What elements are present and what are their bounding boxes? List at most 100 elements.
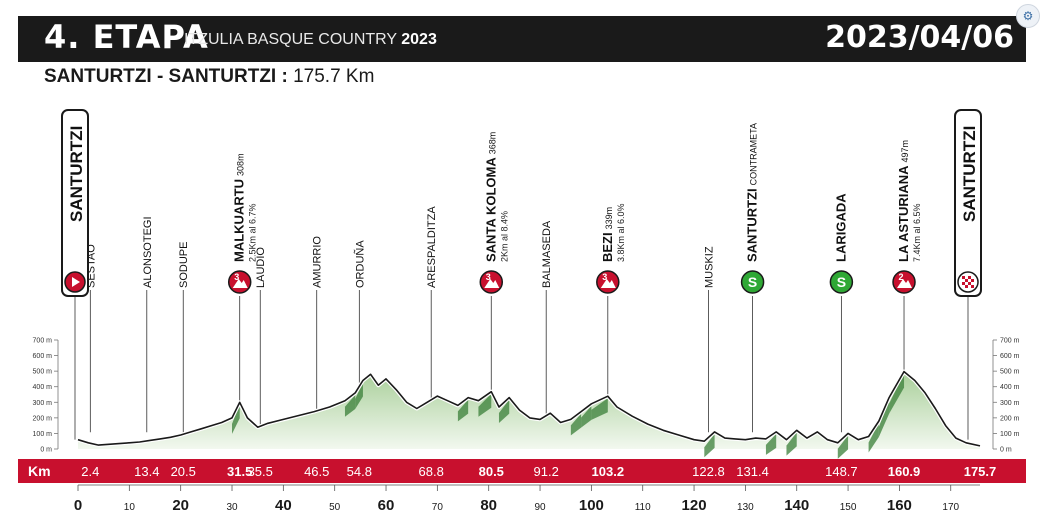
km-marker-label: 54.8	[347, 464, 372, 479]
climb-category-label: 3	[602, 272, 607, 282]
climb-slope	[868, 422, 879, 453]
place-name: MUSKIZ	[703, 246, 715, 288]
km-bar-background	[18, 459, 1026, 483]
checkered-flag-cell	[965, 279, 968, 282]
route-summary: SANTURTZI - SANTURTZI : 175.7 Km	[44, 66, 374, 88]
y-tick-label-left: 0 m	[40, 447, 52, 454]
climb-slope	[837, 435, 849, 459]
climb-detail: 2Km al 8.4%	[499, 211, 509, 262]
route-start: SANTURTZI	[44, 66, 152, 87]
x-tick-label: 110	[635, 502, 651, 513]
x-tick-label: 100	[579, 497, 604, 514]
km-marker-label: 13.4	[134, 464, 159, 479]
checkered-flag-cell	[965, 285, 968, 288]
place-name: ORDUÑA	[353, 240, 366, 288]
play-icon	[72, 277, 80, 287]
mountain-icon	[484, 279, 500, 288]
climb-slope	[889, 373, 905, 414]
place-label-group: ORDUÑA	[353, 240, 366, 288]
place-labels: SESTAO ALONSOTEGI SODUPEMALKUARTU308m2.5Km…	[61, 109, 982, 297]
stage-header: 4. ETAPA ITZULIA BASQUE COUNTRY 2023 202…	[18, 16, 1026, 62]
climb-slope	[878, 399, 890, 437]
route-distance: 175.7 Km	[293, 66, 375, 87]
place-label-group: BEZI339m 3.8Km al 6.0%	[600, 203, 626, 262]
km-marker-label: 175.7	[964, 464, 997, 479]
km-marker-label: 148.7	[825, 464, 858, 479]
place-label-group: SODUPE	[178, 242, 190, 288]
climb-slope	[581, 405, 592, 428]
y-tick-label-right: 100 m	[1000, 431, 1020, 438]
climb-category-label: 3	[234, 272, 239, 282]
place-name: ARESPALDITZA	[426, 206, 438, 288]
x-tick-label: 170	[942, 502, 959, 513]
x-tick-label: 60	[378, 497, 395, 514]
km-marker-label: 20.5	[171, 464, 196, 479]
checkered-flag-cell	[962, 282, 965, 285]
x-tick-label: 40	[275, 497, 292, 514]
mountain-icon	[897, 279, 913, 288]
race-label: ITZULIA BASQUE COUNTRY	[184, 31, 397, 48]
y-tick-label-right: 0 m	[1000, 447, 1012, 454]
place-name: BEZI339m	[600, 207, 615, 262]
x-tick-label: 30	[226, 502, 238, 513]
elevation-profile	[77, 369, 981, 459]
km-marker-label: 91.2	[534, 464, 559, 479]
x-tick-label: 70	[432, 502, 444, 513]
place-label-group: LARIGADA	[833, 193, 848, 262]
route-colon: :	[281, 66, 288, 87]
x-tick-label: 160	[887, 497, 912, 514]
x-tick-label: 0	[74, 497, 82, 514]
km-marker-label: 35.5	[248, 464, 273, 479]
checkered-flag-cell	[968, 276, 971, 279]
elevation-axes: 0 m 0 m 100 m 100 m 200 m 200 m 300 m 300 m 400 …	[33, 338, 1020, 454]
climb-slope	[457, 399, 469, 422]
y-tick-label-left: 400 m	[33, 384, 53, 391]
climb-slope	[355, 382, 363, 409]
place-name: LARIGADA	[833, 193, 848, 262]
climb-category-label: 2	[899, 272, 904, 282]
x-tick-label: 150	[840, 502, 857, 513]
x-tick-label: 50	[329, 502, 341, 513]
place-name: LAUDIO	[255, 247, 267, 288]
km-marker-label: 122.8	[692, 464, 725, 479]
place-label-group: ARESPALDITZA	[426, 206, 438, 288]
climb-slope	[786, 432, 797, 456]
sprint-icon	[829, 270, 854, 294]
km-marker-label: 2.4	[81, 464, 99, 479]
y-tick-label-left: 700 m	[33, 338, 53, 345]
km-marker-label: 46.5	[304, 464, 329, 479]
finish-panel	[954, 109, 982, 297]
climb-category-label: 3	[486, 272, 491, 282]
km-marker-label: 131.4	[736, 464, 769, 479]
y-tick-label-right: 700 m	[1000, 338, 1020, 345]
climb-slope	[591, 398, 608, 420]
profile-area	[78, 371, 980, 449]
place-label-group: AMURRIO	[312, 236, 324, 288]
climb-slope	[765, 433, 777, 455]
y-tick-label-right: 300 m	[1000, 400, 1020, 407]
checkered-flag-cell	[968, 282, 971, 285]
x-tick-label: 10	[124, 502, 136, 513]
climb-detail: 2.5Km al 6.7%	[248, 203, 258, 262]
sprint-icon-label: S	[748, 274, 757, 290]
climb-detail: 3.8Km al 6.0%	[616, 203, 626, 262]
checkered-flag-cell	[971, 279, 974, 282]
place-name: SODUPE	[178, 242, 190, 288]
finish-panel-name: SANTURTZI	[960, 126, 979, 222]
start-panel-label-group: SANTURTZI	[67, 126, 86, 222]
place-label-group: ALONSOTEGI	[142, 216, 154, 288]
place-name-suffix: 368m	[487, 132, 497, 155]
profile-line	[77, 370, 981, 447]
x-tick-label: 120	[682, 497, 707, 514]
place-name-suffix: 497m	[900, 140, 910, 163]
race-name: ITZULIA BASQUE COUNTRY 2023	[184, 31, 437, 49]
km-marker-label: 68.8	[419, 464, 444, 479]
sprint-icon	[740, 270, 765, 294]
place-name-suffix: CONTRAMETA	[749, 123, 759, 185]
settings-icon[interactable]: ⚙	[1016, 4, 1040, 28]
stage-title: 4. ETAPA	[44, 18, 209, 56]
km-marker-label: 160.9	[888, 464, 921, 479]
start-panel	[61, 109, 89, 297]
finish-panel-label-group: SANTURTZI	[960, 126, 979, 222]
